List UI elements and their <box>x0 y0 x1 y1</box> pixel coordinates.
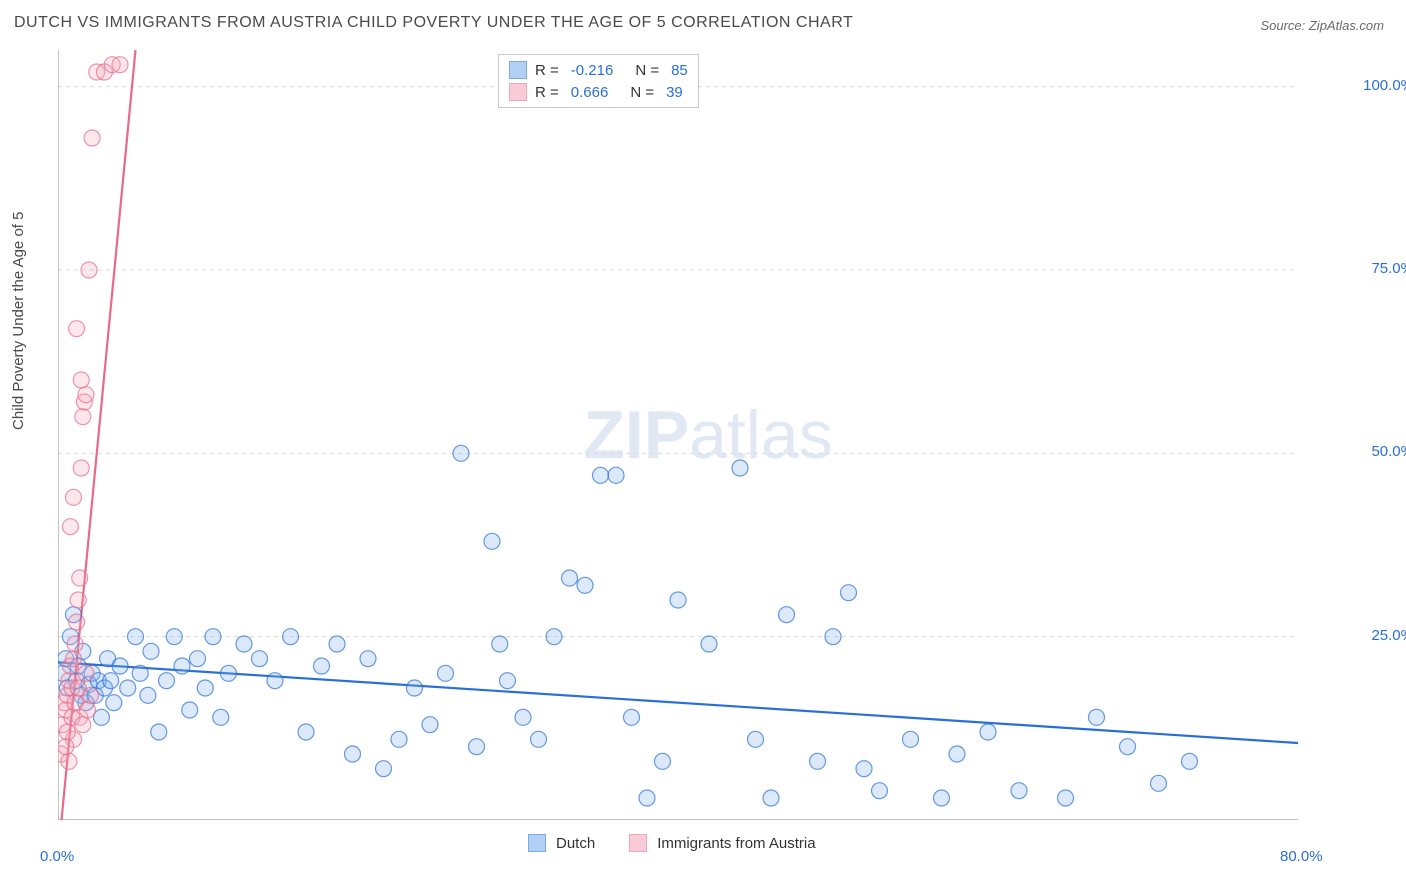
chart-area: ZIPatlas R = -0.216 N = 85 R = 0.666 N =… <box>58 50 1358 820</box>
y-tick-label: 25.0% <box>1371 627 1406 644</box>
y-tick-label: 100.0% <box>1363 77 1406 94</box>
legend-swatch-austria <box>629 834 647 852</box>
series-legend: Dutch Immigrants from Austria <box>528 834 816 852</box>
legend-swatch-dutch <box>528 834 546 852</box>
legend-swatch-austria <box>509 83 527 101</box>
r-label: R = <box>535 62 559 79</box>
correlation-legend: R = -0.216 N = 85 R = 0.666 N = 39 <box>498 54 699 108</box>
r-value-dutch: -0.216 <box>571 62 614 79</box>
y-axis-label: Child Poverty Under the Age of 5 <box>10 212 27 430</box>
r-value-austria: 0.666 <box>571 84 609 101</box>
source-attribution: Source: ZipAtlas.com <box>1260 18 1384 33</box>
legend-row-austria: R = 0.666 N = 39 <box>509 81 688 103</box>
scatter-plot <box>58 50 1298 820</box>
x-tick-label: 0.0% <box>40 848 74 865</box>
chart-title: DUTCH VS IMMIGRANTS FROM AUSTRIA CHILD P… <box>14 14 853 32</box>
legend-row-dutch: R = -0.216 N = 85 <box>509 59 688 81</box>
x-tick-label: 80.0% <box>1280 848 1323 865</box>
n-value-austria: 39 <box>666 84 683 101</box>
source-prefix: Source: <box>1260 18 1308 33</box>
legend-label-dutch: Dutch <box>556 835 595 852</box>
n-value-dutch: 85 <box>671 62 688 79</box>
r-label: R = <box>535 84 559 101</box>
y-tick-label: 50.0% <box>1371 443 1406 460</box>
n-label: N = <box>635 62 659 79</box>
n-label: N = <box>630 84 654 101</box>
y-tick-label: 75.0% <box>1371 260 1406 277</box>
legend-label-austria: Immigrants from Austria <box>657 835 815 852</box>
legend-swatch-dutch <box>509 61 527 79</box>
source-name: ZipAtlas.com <box>1309 18 1384 33</box>
